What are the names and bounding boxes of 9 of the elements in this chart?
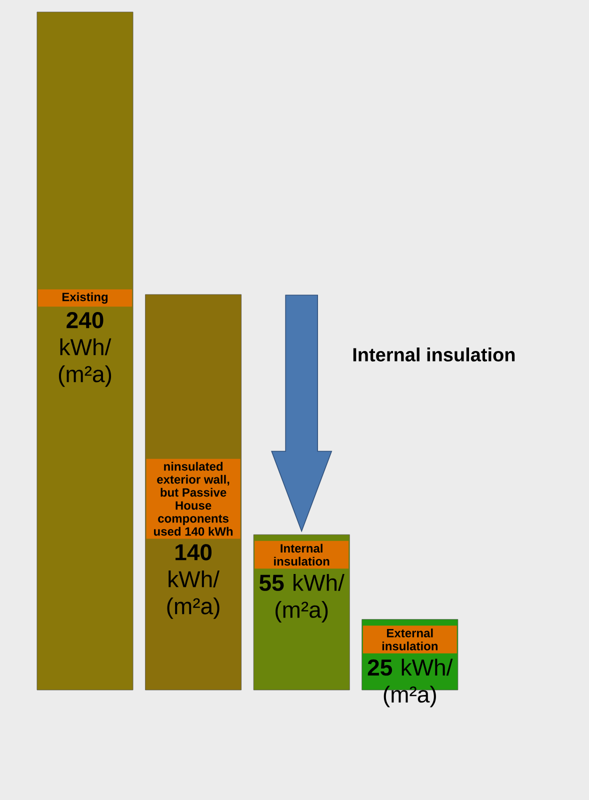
data-label: 240 kWh/ (m²a) [58, 312, 112, 387]
x-tick-label: External insulation [382, 628, 438, 650]
data-label: 140 kWh/ (m²a) [167, 544, 220, 619]
data-label: 55 kWh/ (m²a) [259, 574, 344, 622]
bar [36, 12, 134, 690]
x-tick-label: Existing [62, 292, 108, 304]
data-label: 25 kWh/ (m²a) [368, 658, 453, 708]
annotation: Internal insulation [353, 348, 515, 362]
x-tick-label: ninsulated exterior wall, but Passive House components used 140 kWh [154, 462, 233, 536]
